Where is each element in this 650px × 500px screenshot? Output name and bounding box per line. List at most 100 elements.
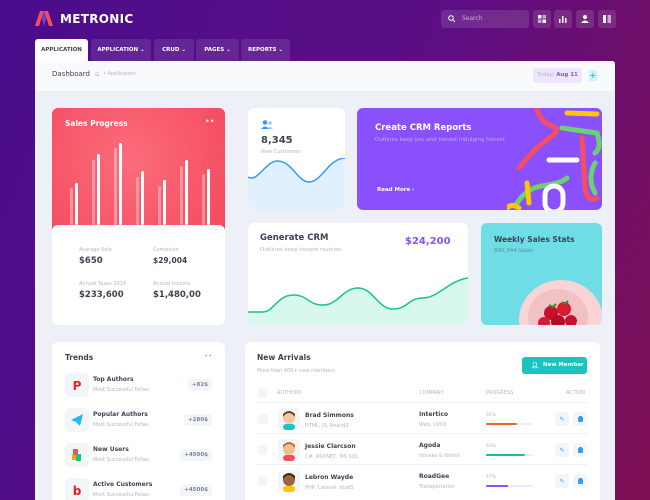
column-header: AUTHORS	[277, 390, 302, 396]
customers-sparkline	[248, 158, 345, 210]
decorative-pattern	[507, 108, 602, 210]
pencil-icon: ✎	[559, 477, 565, 485]
trend-title: Popular Authors	[93, 411, 148, 418]
link-label: Read More	[377, 187, 411, 193]
layout-icon	[603, 15, 611, 23]
user-button[interactable]	[576, 10, 594, 28]
sales-bar	[75, 183, 78, 225]
trend-logo	[65, 408, 89, 432]
trend-logo: b	[65, 478, 89, 500]
sales-bar	[97, 154, 100, 225]
column-header: ACTION	[566, 390, 586, 396]
progress-fill	[486, 485, 509, 487]
pencil-icon: ✎	[559, 415, 565, 423]
stat-value: $650	[79, 256, 103, 266]
sales-bar	[202, 174, 205, 225]
grid-button[interactable]	[533, 10, 551, 28]
tab-reports[interactable]: REPORTS ⌄	[241, 39, 290, 61]
today-label: Today:	[537, 72, 555, 78]
table-row	[257, 464, 587, 495]
author-name[interactable]: Jessie Clarcson	[305, 443, 356, 450]
more-dots-icon[interactable]: ••	[205, 117, 215, 126]
trend-title: Top Authors	[93, 376, 134, 383]
card-subtitle: More than 400+ new members	[257, 368, 335, 374]
progress-fill	[486, 454, 525, 456]
trend-logo	[65, 443, 89, 467]
delete-button[interactable]	[573, 412, 587, 426]
pinterest-icon: P	[73, 379, 82, 391]
chart-button[interactable]	[554, 10, 572, 28]
trend-value-badge: +4500$	[180, 484, 212, 496]
bebo-icon: b	[73, 484, 82, 496]
tab-crud[interactable]: CRUD ⌄	[154, 39, 194, 61]
select-all-checkbox[interactable]	[258, 388, 268, 398]
row-checkbox[interactable]	[258, 445, 268, 455]
card-title: Create CRM Reports	[375, 123, 472, 133]
add-file-icon[interactable]: +	[589, 70, 597, 81]
tab-pages[interactable]: PAGES ⌄	[196, 39, 239, 61]
edit-button[interactable]: ✎	[555, 412, 569, 426]
avatar	[278, 470, 300, 492]
trash-icon	[577, 447, 583, 453]
sales-bar	[92, 160, 95, 225]
table-row	[257, 433, 587, 464]
button-label: New Member	[543, 362, 584, 368]
sales-bar	[158, 186, 161, 225]
tab-label: APPLICATION	[97, 47, 139, 53]
subheader: Dashboard ⌂ • Application Today: Aug 11 …	[35, 61, 615, 91]
edit-button[interactable]: ✎	[555, 443, 569, 457]
home-icon[interactable]: ⌂	[95, 70, 100, 78]
sales-bar	[180, 166, 183, 225]
delete-button[interactable]	[573, 443, 587, 457]
card-title: Trends	[65, 353, 94, 362]
search-input[interactable]: Search	[441, 10, 529, 28]
read-more-link[interactable]: Read More ›	[377, 187, 414, 193]
svg-text:P: P	[73, 379, 82, 391]
date-picker[interactable]: Today: Aug 11	[533, 68, 582, 83]
trend-value-badge: +4500$	[180, 449, 212, 461]
card-subtitle: Outlines keep you and honest indulging h…	[375, 137, 505, 143]
add-user-icon: 👤︎	[531, 362, 539, 369]
customers-value: 8,345	[261, 135, 293, 146]
users-icon	[261, 120, 273, 129]
tab-application[interactable]: APPLICATION ⌄	[91, 39, 151, 61]
stat-value: $29,004	[153, 256, 188, 265]
telegram-icon	[71, 414, 83, 426]
avatar	[278, 439, 300, 461]
avatar	[278, 408, 300, 430]
author-name[interactable]: Brad Simmons	[305, 412, 354, 419]
user-icon	[581, 15, 589, 23]
breadcrumb-item: Application	[107, 71, 136, 77]
card-title: Generate CRM	[260, 233, 329, 243]
breadcrumb[interactable]: • Application	[103, 71, 136, 77]
card-subtitle: Outlines keep honest reviews	[260, 247, 342, 253]
search-icon	[448, 15, 455, 22]
author-skills: PHP, Laravel, VueJS	[305, 485, 354, 491]
stat-value: $233,600	[79, 290, 124, 300]
chevron-right-icon: ›	[412, 187, 415, 193]
new-member-button[interactable]: 👤︎ New Member	[522, 357, 587, 374]
create-crm-reports-card: Create CRM Reports Outlines keep you and…	[357, 108, 602, 210]
trend-value-badge: +280$	[184, 414, 212, 426]
sales-bar	[207, 169, 210, 225]
row-checkbox[interactable]	[258, 476, 268, 486]
crm-amount: $24,200	[405, 236, 451, 247]
progress-track	[486, 485, 533, 487]
trend-title: Active Customers	[93, 481, 153, 488]
author-name[interactable]: Lebron Wayde	[305, 474, 354, 481]
row-checkbox[interactable]	[258, 414, 268, 424]
trend-value-badge: +82$	[187, 379, 212, 391]
tab-application-active[interactable]: APPLICATION	[35, 39, 88, 61]
layout-button[interactable]	[598, 10, 616, 28]
more-dots-icon[interactable]: ••	[204, 352, 213, 360]
edit-button[interactable]: ✎	[555, 474, 569, 488]
new-customers-card: 8,345 New Customers	[248, 108, 345, 210]
sales-bar	[185, 160, 188, 225]
stat-label: Annual Income	[153, 281, 191, 287]
pencil-icon: ✎	[559, 446, 565, 454]
puzzle-icon	[72, 449, 81, 461]
delete-button[interactable]	[573, 474, 587, 488]
stat-label: Comission	[153, 247, 179, 253]
trend-title: New Users	[93, 446, 129, 453]
trash-icon	[577, 478, 583, 484]
